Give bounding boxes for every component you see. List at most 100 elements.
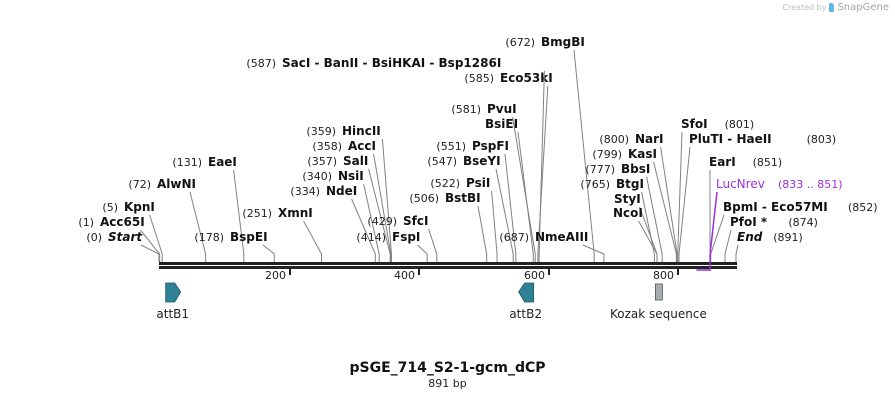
site-position: (522): [430, 177, 460, 190]
restriction-site-label[interactable]: BstBI: [445, 191, 481, 205]
feature-label[interactable]: attB1: [156, 307, 189, 321]
restriction-site-label[interactable]: BmgBI: [541, 35, 585, 49]
restriction-site-label[interactable]: PluTI - HaeII: [689, 132, 772, 146]
feature-kozak-box-icon[interactable]: [655, 283, 663, 301]
cut-site-line: [582, 244, 605, 262]
brand-prefix: Created by: [782, 3, 827, 12]
restriction-site-label[interactable]: KasI: [628, 147, 657, 161]
cut-site-line: [351, 198, 376, 262]
ruler-tick: [548, 268, 550, 275]
site-position: (72): [128, 178, 151, 191]
cut-site-line: [641, 191, 655, 262]
cut-site-line: [303, 220, 323, 262]
restriction-site-label[interactable]: NcoI: [613, 206, 643, 220]
ruler-tick-label: 600: [524, 269, 545, 282]
feature-attb1-arrow-icon[interactable]: [165, 282, 182, 303]
site-position: (581): [451, 103, 481, 116]
restriction-site-label[interactable]: NsiI: [338, 169, 364, 183]
restriction-site-label[interactable]: SalI: [343, 154, 368, 168]
ruler-tick: [418, 268, 420, 275]
restriction-site-label[interactable]: Start: [108, 230, 143, 244]
cut-site-line: [573, 49, 595, 262]
primer-arrow[interactable]: [696, 191, 718, 271]
restriction-site-label[interactable]: StyI: [614, 192, 641, 206]
restriction-site-label[interactable]: NmeAIII: [535, 230, 588, 244]
cut-site-line: [233, 169, 245, 262]
site-position: (131): [172, 156, 202, 169]
cut-site-line: [140, 244, 160, 262]
brand-name: SnapGene: [837, 2, 889, 13]
primer-label[interactable]: LucNrev: [716, 177, 765, 191]
cut-site-line: [491, 190, 498, 262]
cut-site-line: [495, 168, 514, 262]
ruler-tick-label: 200: [265, 269, 286, 282]
dna-bottom-strand: [159, 266, 737, 269]
restriction-site-label[interactable]: NdeI: [326, 184, 357, 198]
site-position: (551): [436, 140, 466, 153]
restriction-site-label[interactable]: PsiI: [466, 176, 490, 190]
ruler-tick: [677, 268, 679, 275]
site-position: (1): [78, 216, 94, 229]
site-position: (874): [788, 216, 818, 229]
feature-attb2-arrow-icon[interactable]: [518, 282, 535, 303]
restriction-site-label[interactable]: AlwNI: [157, 177, 196, 191]
cut-site-line: [660, 146, 678, 262]
restriction-site-label[interactable]: BspEI: [230, 230, 268, 244]
site-position: (777): [585, 163, 615, 176]
site-position: (585): [464, 72, 494, 85]
cut-site-line: [538, 70, 545, 262]
cut-site-line: [517, 131, 534, 262]
cut-site-line: [381, 138, 392, 262]
cut-site-line: [368, 168, 391, 262]
restriction-site-label[interactable]: BsiEI: [485, 117, 518, 131]
restriction-site-label[interactable]: NarI: [635, 132, 664, 146]
site-position: (799): [592, 148, 622, 161]
ruler-tick-label: 800: [653, 269, 674, 282]
sequence-title: pSGE_714_S2-1-gcm_dCP: [349, 360, 546, 376]
restriction-site-label[interactable]: BseYI: [463, 154, 501, 168]
restriction-site-label[interactable]: HincII: [342, 124, 381, 138]
cut-site-line: [677, 131, 683, 262]
site-position: (506): [409, 192, 439, 205]
cut-site-line: [653, 161, 677, 262]
restriction-site-label[interactable]: Acc65I: [100, 215, 145, 229]
restriction-site-label[interactable]: End: [737, 230, 763, 244]
restriction-site-label[interactable]: EaeI: [208, 155, 237, 169]
ruler-tick-label: 400: [394, 269, 415, 282]
feature-label[interactable]: attB2: [509, 307, 542, 321]
restriction-site-label[interactable]: FspI: [392, 230, 420, 244]
restriction-site-label[interactable]: SfoI: [681, 117, 708, 131]
cut-site-line: [428, 228, 438, 262]
restriction-site-label[interactable]: SfcI: [403, 214, 428, 228]
restriction-site-label[interactable]: BpmI - Eco57MI: [723, 200, 828, 214]
restriction-site-label[interactable]: PvuI: [487, 102, 517, 116]
snapgene-logo-icon: [829, 3, 835, 12]
site-position: (852): [848, 201, 878, 214]
cut-site-line: [646, 176, 663, 262]
restriction-site-label[interactable]: BtgI: [616, 177, 644, 191]
site-position: (851): [753, 156, 783, 169]
restriction-site-label[interactable]: AccI: [348, 139, 376, 153]
site-position: (340): [302, 170, 332, 183]
restriction-site-label[interactable]: EarI: [709, 155, 736, 169]
restriction-site-label[interactable]: KpnI: [124, 200, 155, 214]
restriction-site-label[interactable]: Eco53kI: [500, 71, 553, 85]
site-position: (891): [773, 231, 803, 244]
site-position: (178): [194, 231, 224, 244]
cut-site-line: [710, 214, 725, 262]
site-position: (429): [367, 215, 397, 228]
cut-site-line: [477, 205, 488, 262]
snapgene-brand: Created by SnapGene: [782, 2, 889, 13]
restriction-site-label[interactable]: PfoI *: [730, 215, 768, 229]
cut-site-line: [140, 229, 161, 262]
restriction-site-label[interactable]: XmnI: [278, 206, 313, 220]
feature-label[interactable]: Kozak sequence: [610, 307, 707, 321]
restriction-site-label[interactable]: PspFI: [472, 139, 509, 153]
site-position: (334): [290, 185, 320, 198]
restriction-site-label[interactable]: BbsI: [621, 162, 650, 176]
cut-site-line: [512, 116, 536, 262]
cut-site-line: [417, 244, 428, 262]
cut-site-line: [724, 229, 732, 262]
restriction-site-label[interactable]: SacI - BanII - BsiHKAI - Bsp1286I: [282, 56, 501, 70]
